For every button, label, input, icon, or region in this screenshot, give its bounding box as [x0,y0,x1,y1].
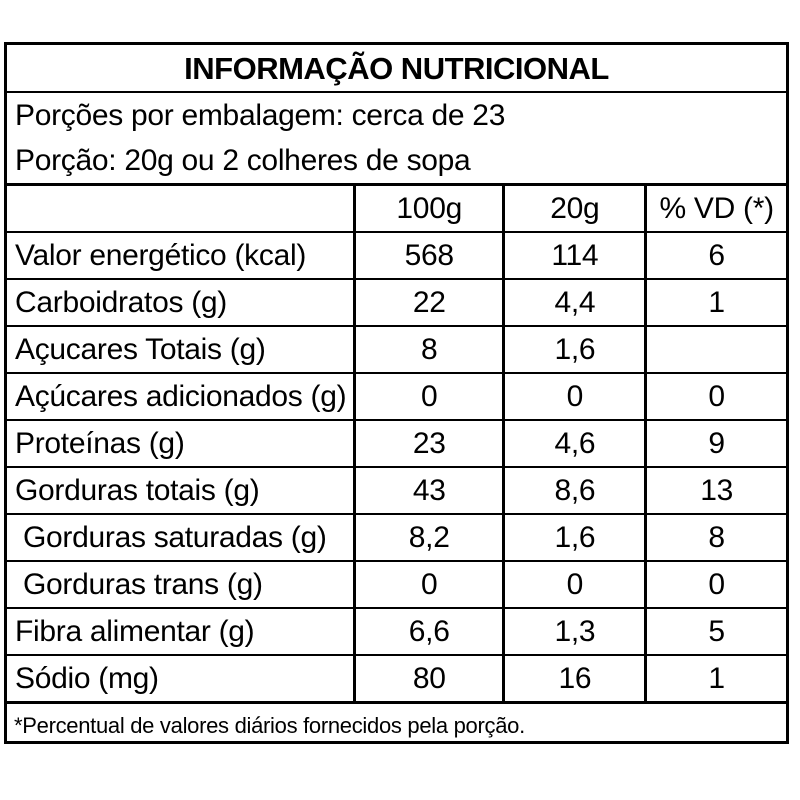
nutrient-label: Gorduras saturadas (g) [7,513,356,562]
value-percent-vd: 8 [644,513,786,562]
portion-info: Porções por embalagem: cerca de 23 Porçã… [7,93,786,186]
value-percent-vd: 0 [644,372,786,421]
nutrient-label: Sódio (mg) [7,654,356,701]
value-percent-vd: 1 [644,278,786,327]
value-per-20g: 8,6 [502,466,648,515]
value-per-20g: 1,6 [502,325,648,374]
value-per-20g: 1,3 [502,607,648,656]
value-per-20g: 4,4 [502,278,648,327]
table-row: Açúcares adicionados (g) 0 0 0 [7,372,786,421]
nutrition-title: INFORMAÇÃO NUTRICIONAL [7,45,786,93]
table-row: Carboidratos (g) 22 4,4 1 [7,278,786,327]
value-per-100g: 8 [352,325,506,374]
value-percent-vd: 6 [644,231,786,280]
value-per-20g: 0 [502,560,648,609]
value-percent-vd: 0 [644,560,786,609]
table-row: Açucares Totais (g) 8 1,6 [7,325,786,374]
table-row: Proteínas (g) 23 4,6 9 [7,419,786,468]
value-per-20g: 1,6 [502,513,648,562]
daily-values-footnote: *Percentual de valores diários fornecido… [7,701,786,748]
table-row: Gorduras saturadas (g) 8,2 1,6 8 [7,513,786,562]
value-percent-vd [644,325,786,374]
nutrition-label: INFORMAÇÃO NUTRICIONAL Porções por embal… [4,42,789,744]
nutrient-label: Proteínas (g) [7,419,356,468]
column-header-20g: 20g [502,186,648,233]
value-per-100g: 80 [352,654,506,701]
servings-per-package-line: Porções por embalagem: cerca de 23 [15,99,506,132]
value-per-20g: 16 [502,654,648,701]
portion-size-line: Porção: 20g ou 2 colheres de sopa [15,144,471,177]
nutrient-label: Gorduras trans (g) [7,560,356,609]
column-header-nutrient [7,186,356,233]
table-row: Fibra alimentar (g) 6,6 1,3 5 [7,607,786,656]
nutrient-label: Carboidratos (g) [7,278,356,327]
value-per-100g: 6,6 [352,607,506,656]
value-per-20g: 4,6 [502,419,648,468]
table-row: Sódio (mg) 80 16 1 [7,654,786,701]
value-percent-vd: 1 [644,654,786,701]
value-per-100g: 22 [352,278,506,327]
nutrient-label: Açúcares adicionados (g) [7,372,356,421]
value-per-100g: 568 [352,231,506,280]
table-header-row: 100g 20g % VD (*) [7,186,786,233]
nutrient-label: Fibra alimentar (g) [7,607,356,656]
value-percent-vd: 9 [644,419,786,468]
nutrient-label: Açucares Totais (g) [7,325,356,374]
value-per-100g: 0 [352,372,506,421]
value-per-100g: 23 [352,419,506,468]
table-row: Valor energético (kcal) 568 114 6 [7,231,786,280]
nutrient-label: Valor energético (kcal) [7,231,356,280]
table-row: Gorduras trans (g) 0 0 0 [7,560,786,609]
column-header-vd: % VD (*) [644,186,786,233]
value-per-100g: 8,2 [352,513,506,562]
value-percent-vd: 13 [644,466,786,515]
table-row: Gorduras totais (g) 43 8,6 13 [7,466,786,515]
nutrient-label: Gorduras totais (g) [7,466,356,515]
nutrition-table: 100g 20g % VD (*) Valor energético (kcal… [7,186,786,701]
value-per-20g: 0 [502,372,648,421]
value-percent-vd: 5 [644,607,786,656]
column-header-100g: 100g [352,186,506,233]
value-per-100g: 43 [352,466,506,515]
value-per-20g: 114 [502,231,648,280]
value-per-100g: 0 [352,560,506,609]
